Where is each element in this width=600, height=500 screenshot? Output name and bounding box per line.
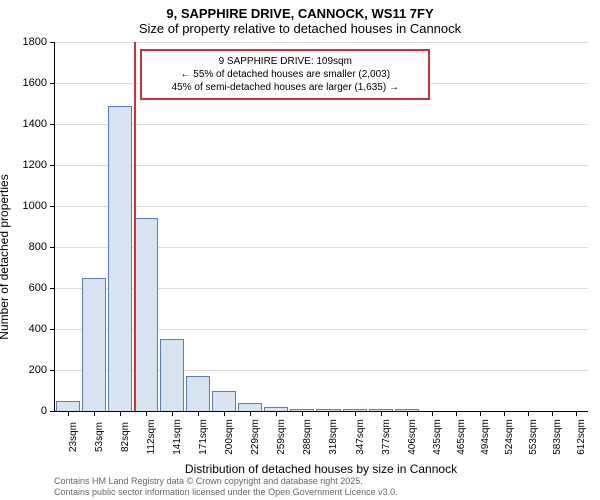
xtick-mark (172, 411, 173, 416)
xtick-label: 377sqm (381, 419, 392, 455)
xtick-mark (328, 411, 329, 416)
footer-line2: Contains public sector information licen… (54, 487, 588, 498)
histogram-bar: 23sqm (56, 401, 80, 411)
xtick-mark (146, 411, 147, 416)
xtick-label: 406sqm (407, 419, 418, 455)
xtick-label: 524sqm (504, 419, 515, 455)
annotation-line2: ← 55% of detached houses are smaller (2,… (148, 68, 422, 81)
xtick-mark (432, 411, 433, 416)
histogram-bar: 112sqm (134, 218, 158, 411)
xtick-mark (250, 411, 251, 416)
xtick-label: 200sqm (224, 419, 235, 455)
ytick-mark (50, 411, 55, 412)
xtick-mark (355, 411, 356, 416)
xtick-label: 23sqm (68, 422, 79, 452)
xtick-mark (381, 411, 382, 416)
histogram-bar: 288sqm (290, 409, 314, 411)
ytick-label: 1800 (23, 36, 47, 48)
chart-container: 9, SAPPHIRE DRIVE, CANNOCK, WS11 7FY Siz… (0, 0, 600, 500)
xtick-label: 435sqm (432, 419, 443, 455)
title-line2: Size of property relative to detached ho… (0, 21, 600, 40)
xtick-mark (456, 411, 457, 416)
ytick-label: 1000 (23, 200, 47, 212)
ytick-label: 400 (29, 323, 47, 335)
xtick-label: 553sqm (528, 419, 539, 455)
xtick-label: 141sqm (172, 419, 183, 455)
histogram-bar: 347sqm (343, 409, 367, 411)
xtick-label: 171sqm (198, 419, 209, 455)
xtick-mark (504, 411, 505, 416)
y-axis-label: Number of detached properties (0, 174, 11, 339)
xtick-label: 288sqm (302, 419, 313, 455)
histogram-bar: 171sqm (186, 376, 210, 411)
title-line1: 9, SAPPHIRE DRIVE, CANNOCK, WS11 7FY (0, 0, 600, 21)
ytick-label: 1400 (23, 118, 47, 130)
plot-area: 23sqm53sqm82sqm112sqm141sqm171sqm200sqm2… (54, 42, 588, 412)
xtick-mark (276, 411, 277, 416)
ytick-label: 1600 (23, 77, 47, 89)
annotation-line3: 45% of semi-detached houses are larger (… (148, 81, 422, 94)
xtick-mark (480, 411, 481, 416)
xtick-mark (576, 411, 577, 416)
xtick-mark (407, 411, 408, 416)
xtick-label: 259sqm (276, 419, 287, 455)
xtick-label: 612sqm (576, 419, 587, 455)
histogram-bar: 82sqm (108, 106, 132, 411)
xtick-mark (94, 411, 95, 416)
footer: Contains HM Land Registry data © Crown c… (54, 476, 588, 498)
xtick-label: 318sqm (328, 419, 339, 455)
x-axis-label: Distribution of detached houses by size … (54, 462, 588, 476)
histogram-bar: 200sqm (212, 391, 236, 412)
xtick-label: 583sqm (552, 419, 563, 455)
footer-line1: Contains HM Land Registry data © Crown c… (54, 476, 588, 487)
xtick-label: 229sqm (250, 419, 261, 455)
xtick-label: 465sqm (456, 419, 467, 455)
histogram-bar: 318sqm (316, 409, 340, 411)
ytick-label: 200 (29, 364, 47, 376)
xtick-mark (68, 411, 69, 416)
ytick-label: 600 (29, 282, 47, 294)
histogram-bar: 377sqm (369, 409, 393, 411)
xtick-mark (224, 411, 225, 416)
ytick-label: 0 (41, 405, 47, 417)
xtick-mark (120, 411, 121, 416)
xtick-label: 494sqm (480, 419, 491, 455)
histogram-bar: 259sqm (264, 407, 288, 411)
property-marker-line (134, 42, 136, 411)
ytick-label: 800 (29, 241, 47, 253)
xtick-label: 82sqm (120, 422, 131, 452)
xtick-mark (302, 411, 303, 416)
ytick-label: 1200 (23, 159, 47, 171)
histogram-bar: 229sqm (238, 403, 262, 411)
xtick-label: 347sqm (355, 419, 366, 455)
histogram-bar: 406sqm (395, 409, 419, 411)
histogram-bar: 141sqm (160, 339, 184, 411)
annotation-box: 9 SAPPHIRE DRIVE: 109sqm ← 55% of detach… (140, 49, 430, 100)
xtick-label: 53sqm (94, 422, 105, 452)
xtick-mark (552, 411, 553, 416)
xtick-mark (198, 411, 199, 416)
xtick-label: 112sqm (146, 420, 157, 455)
annotation-line1: 9 SAPPHIRE DRIVE: 109sqm (148, 55, 422, 68)
xtick-mark (528, 411, 529, 416)
histogram-bar: 53sqm (82, 278, 106, 411)
